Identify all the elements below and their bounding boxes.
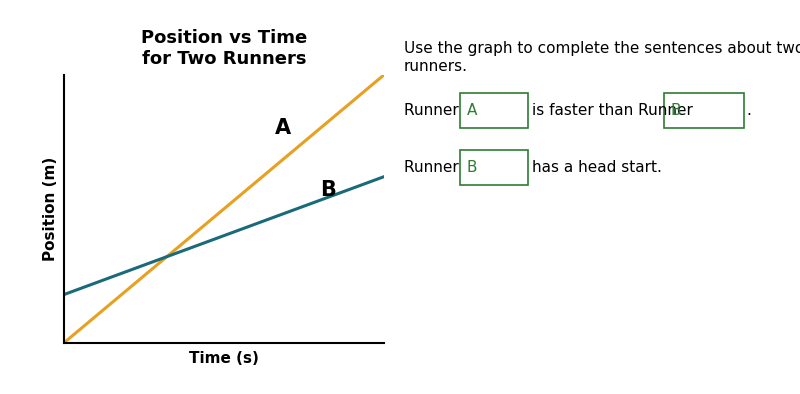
Text: .: .	[746, 103, 751, 118]
Text: has a head start.: has a head start.	[532, 160, 662, 175]
Text: A: A	[466, 103, 477, 118]
Text: B: B	[670, 103, 681, 118]
Text: A: A	[275, 119, 291, 138]
Text: Use the graph to complete the sentences about two
runners.: Use the graph to complete the sentences …	[404, 41, 800, 74]
Text: B: B	[466, 160, 477, 175]
Text: is faster than Runner: is faster than Runner	[532, 103, 698, 118]
Text: Runner: Runner	[404, 103, 464, 118]
Text: B: B	[320, 180, 336, 200]
Title: Position vs Time
for Two Runners: Position vs Time for Two Runners	[141, 29, 307, 68]
X-axis label: Time (s): Time (s)	[189, 351, 259, 366]
Text: Runner: Runner	[404, 160, 464, 175]
Y-axis label: Position (m): Position (m)	[43, 157, 58, 261]
